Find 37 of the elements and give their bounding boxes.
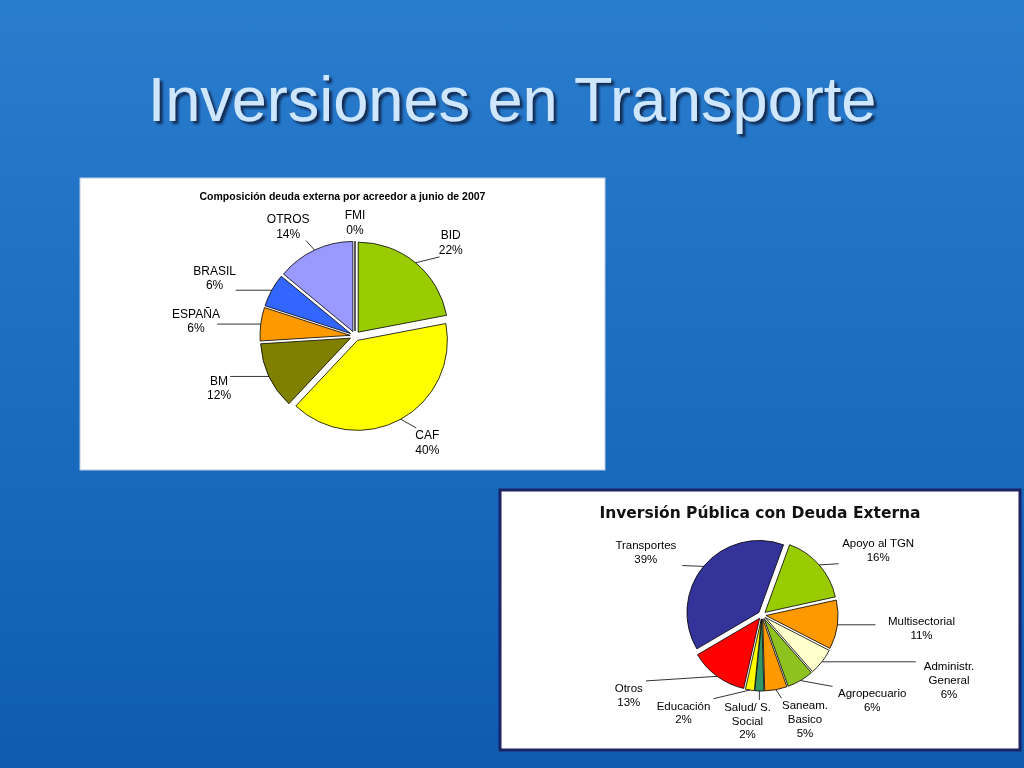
chart-title: Composición deuda externa por acreedor a junio de 2007 <box>199 190 486 202</box>
slice-label: Administr. General <box>923 660 975 687</box>
slice-label: Saneam. Basico <box>782 699 829 725</box>
slice-label: Multisectorial <box>887 614 956 627</box>
text: Inversiones en Transporte <box>147 64 877 134</box>
slice-label: BRASIL <box>193 263 237 278</box>
data-label: 39% <box>634 552 658 565</box>
data-label: 2% <box>739 728 756 741</box>
pie-slice <box>764 544 836 613</box>
data-label: 22% <box>438 242 464 257</box>
data-label: 2% <box>675 713 692 726</box>
slice-label: Otros <box>614 681 644 694</box>
pie-slice <box>697 617 761 689</box>
data-label: 6% <box>863 701 881 714</box>
data-label: 6% <box>187 321 206 336</box>
slice-label: CAF <box>415 428 440 443</box>
data-label: 13% <box>617 695 641 708</box>
data-label: 14% <box>276 226 301 241</box>
slice-label: Educación <box>656 699 711 712</box>
data-label: 6% <box>940 687 958 700</box>
slice-label: ESPAÑA <box>172 306 220 321</box>
slice-label: Agropecuario <box>837 687 907 700</box>
data-label: 5% <box>796 726 814 739</box>
data-label: 40% <box>415 442 440 457</box>
data-label: 11% <box>910 628 933 641</box>
data-label: 12% <box>207 388 232 403</box>
data-label: 6% <box>205 277 224 292</box>
slice-label: Transportes <box>615 538 677 551</box>
slice-label: Salud/ S. Social <box>724 700 771 727</box>
slice-label: BID <box>440 228 462 243</box>
slice-label: Apoyo al TGN <box>842 537 915 550</box>
text: 0% <box>346 222 364 237</box>
category-label: FMI <box>344 208 366 223</box>
slice-label: BM <box>210 373 229 388</box>
chart-title: Inversión Pública con Deuda Externa <box>599 504 921 522</box>
data-label: 16% <box>866 550 890 563</box>
slice-label: OTROS <box>266 212 310 227</box>
